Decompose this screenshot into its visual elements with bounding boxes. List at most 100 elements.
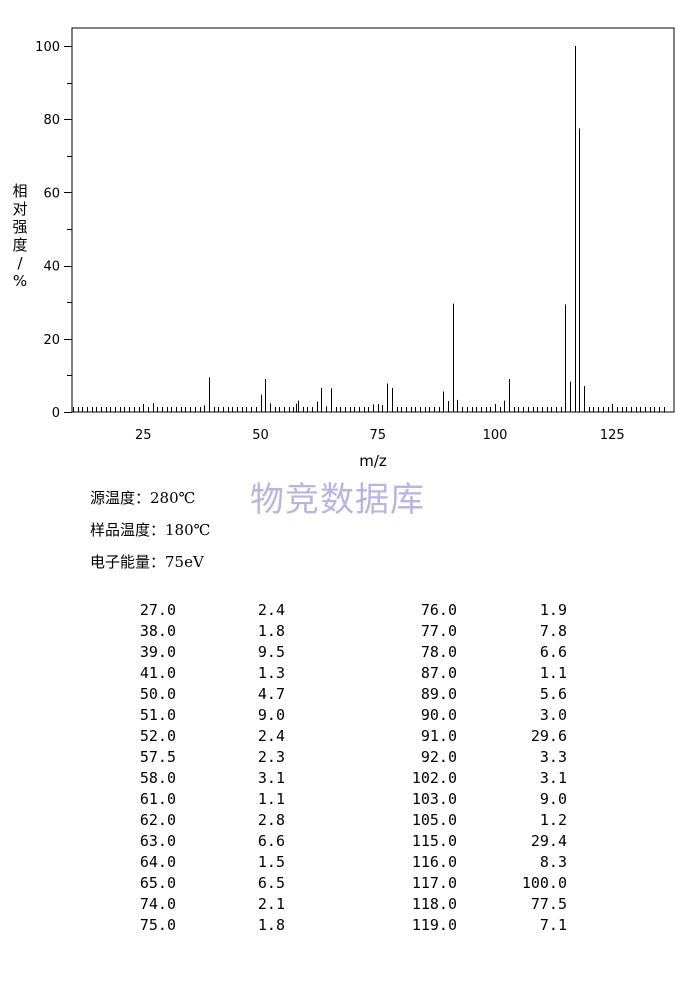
table-row: 38.0 1.8 [0,621,696,642]
intensity-value: 2.3 [257,748,285,766]
table-row: 27.0 2.4 [0,600,696,621]
table-row: 57.5 2.3 [0,747,696,768]
intensity-value: 2.4 [257,727,285,745]
table-row: 51.0 9.0 [0,705,696,726]
mz-value: 75.0 [139,916,176,934]
mz-value: 76.0 [420,601,457,619]
table-row: 77.0 7.8 [0,621,696,642]
mz-value: 50.0 [139,685,176,703]
mz-value: 65.0 [139,874,176,892]
mass-spectrum-chart: 25 50 75 100 125 0 20 40 60 80 100 m/z 相对强度/% [12,27,675,470]
plot-frame [71,27,675,413]
table-row: 76.0 1.9 [0,600,696,621]
mz-value: 78.0 [420,643,457,661]
table-row: 62.0 2.8 [0,810,696,831]
intensity-value: 1.8 [257,916,285,934]
mz-value: 116.0 [411,853,457,871]
table-row: 119.0 7.1 [0,915,696,936]
intensity-value: 1.1 [257,790,285,808]
mz-value: 118.0 [411,895,457,913]
mz-value: 77.0 [420,622,457,640]
intensity-value: 1.9 [539,601,567,619]
mz-value: 89.0 [420,685,457,703]
table-row: 61.0 1.1 [0,789,696,810]
y-axis-title: 相对强度/% [12,182,27,290]
table-row: 91.0 29.6 [0,726,696,747]
intensity-value: 8.3 [539,853,567,871]
mz-value: 63.0 [139,832,176,850]
mz-value: 39.0 [139,643,176,661]
intensity-value: 7.8 [539,622,567,640]
mz-value: 74.0 [139,895,176,913]
intensity-value: 9.0 [539,790,567,808]
y-tick-label: 40 [43,260,60,275]
table-row: 75.0 1.8 [0,915,696,936]
intensity-value: 2.8 [257,811,285,829]
intensity-value: 1.5 [257,853,285,871]
table-row: 90.0 3.0 [0,705,696,726]
watermark: 物竞数据库 [250,480,425,520]
intensity-value: 9.0 [257,706,285,724]
table-row: 115.0 29.4 [0,831,696,852]
intensity-value: 29.6 [530,727,567,745]
intensity-value: 2.4 [257,601,285,619]
mz-value: 64.0 [139,853,176,871]
x-tick-label: 75 [369,428,386,443]
intensity-value: 3.3 [539,748,567,766]
table-row: 105.0 1.2 [0,810,696,831]
mz-value: 41.0 [139,664,176,682]
table-row: 118.0 77.5 [0,894,696,915]
mz-value: 27.0 [139,601,176,619]
intensity-value: 7.1 [539,916,567,934]
table-row: 103.0 9.0 [0,789,696,810]
intensity-value: 3.0 [539,706,567,724]
table-row: 63.0 6.6 [0,831,696,852]
peak-table-left: 27.0 2.4 38.0 1.8 39.0 9.5 41.0 1.3 50.0 4.7 51.0 9… [0,600,696,936]
intensity-value: 100.0 [521,874,567,892]
y-tick-label: 0 [52,406,60,421]
mz-value: 105.0 [411,811,457,829]
x-tick-label: 50 [252,428,269,443]
intensity-value: 1.8 [257,622,285,640]
x-axis: 25 50 75 100 125 [73,404,665,443]
y-tick-label: 20 [43,333,60,348]
mz-value: 38.0 [139,622,176,640]
electron-energy: 电子能量：75eV [90,553,204,571]
x-tick-label: 25 [135,428,152,443]
sample-temperature: 样品温度：180℃ [90,521,211,539]
table-row: 52.0 2.4 [0,726,696,747]
mz-value: 87.0 [420,664,457,682]
table-row: 92.0 3.3 [0,747,696,768]
table-row: 117.0 100.0 [0,873,696,894]
table-row: 78.0 6.6 [0,642,696,663]
y-axis: 0 20 40 60 80 100 [35,40,72,421]
x-axis-title: m/z [359,452,387,470]
mz-value: 115.0 [411,832,457,850]
mz-value: 52.0 [139,727,176,745]
intensity-value: 5.6 [539,685,567,703]
table-row: 65.0 6.5 [0,873,696,894]
x-tick-label: 100 [483,428,508,443]
intensity-value: 3.1 [257,769,285,787]
mz-value: 61.0 [139,790,176,808]
intensity-value: 1.3 [257,664,285,682]
y-tick-label: 100 [35,40,60,55]
table-row: 41.0 1.3 [0,663,696,684]
y-tick-label: 60 [43,186,60,201]
mz-value: 57.5 [139,748,176,766]
mz-value: 102.0 [411,769,457,787]
table-row: 87.0 1.1 [0,663,696,684]
intensity-value: 9.5 [257,643,285,661]
intensity-value: 77.5 [530,895,567,913]
mz-value: 103.0 [411,790,457,808]
x-tick-label: 125 [600,428,625,443]
table-row: 89.0 5.6 [0,684,696,705]
mz-value: 91.0 [420,727,457,745]
table-row: 102.0 3.1 [0,768,696,789]
y-tick-label: 80 [43,113,60,128]
table-row: 74.0 2.1 [0,894,696,915]
intensity-value: 6.6 [257,832,285,850]
intensity-value: 6.5 [257,874,285,892]
table-row: 39.0 9.5 [0,642,696,663]
intensity-value: 1.2 [539,811,567,829]
